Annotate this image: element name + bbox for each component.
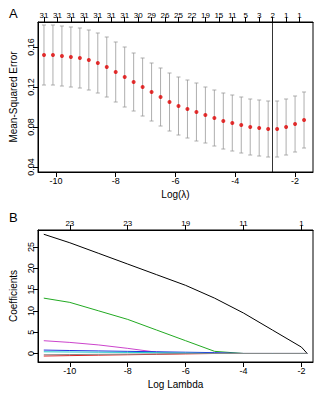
svg-text:31: 31 [80,11,89,20]
svg-text:2: 2 [270,11,275,20]
svg-text:1: 1 [299,219,304,228]
svg-text:31: 31 [40,11,49,20]
svg-text:-2: -2 [291,176,299,186]
svg-text:11: 11 [239,219,248,228]
svg-text:31: 31 [120,11,129,20]
svg-text:25: 25 [26,242,36,252]
svg-text:1: 1 [297,11,302,20]
svg-text:5: 5 [244,11,249,20]
svg-text:0.04: 0.04 [26,158,36,176]
svg-text:0.08: 0.08 [26,118,36,136]
svg-text:-4: -4 [231,176,239,186]
svg-text:-8: -8 [124,366,132,376]
svg-text:29: 29 [147,11,156,20]
svg-text:-10: -10 [49,176,62,186]
svg-text:-6: -6 [182,366,190,376]
svg-text:A: A [9,6,18,21]
svg-text:5: 5 [26,330,36,335]
svg-text:20: 20 [26,263,36,273]
svg-text:3: 3 [257,11,262,20]
svg-text:30: 30 [134,11,143,20]
svg-text:31: 31 [53,11,62,20]
svg-text:0.16: 0.16 [26,38,36,56]
svg-text:-10: -10 [63,366,76,376]
svg-text:Log Lambda: Log Lambda [148,379,204,390]
svg-text:-2: -2 [297,366,305,376]
svg-text:22: 22 [187,11,196,20]
svg-text:Coefficients: Coefficients [8,270,19,322]
svg-text:23: 23 [123,219,132,228]
svg-text:Mean-Squared Error: Mean-Squared Error [8,51,19,143]
svg-text:B: B [9,210,18,225]
svg-text:15: 15 [26,285,36,295]
svg-text:15: 15 [214,11,223,20]
svg-text:-6: -6 [171,176,179,186]
svg-text:19: 19 [181,219,190,228]
svg-text:31: 31 [107,11,116,20]
svg-text:0: 0 [26,351,36,356]
svg-text:10: 10 [26,306,36,316]
svg-text:31: 31 [93,11,102,20]
svg-text:25: 25 [174,11,183,20]
svg-text:26: 26 [161,11,170,20]
svg-text:-8: -8 [112,176,120,186]
svg-text:19: 19 [201,11,210,20]
svg-text:-4: -4 [240,366,248,376]
svg-text:0.12: 0.12 [26,78,36,96]
svg-text:1: 1 [284,11,289,20]
svg-text:11: 11 [228,11,237,20]
svg-text:23: 23 [65,219,74,228]
svg-text:Log(λ): Log(λ) [161,189,189,200]
svg-text:31: 31 [66,11,75,20]
